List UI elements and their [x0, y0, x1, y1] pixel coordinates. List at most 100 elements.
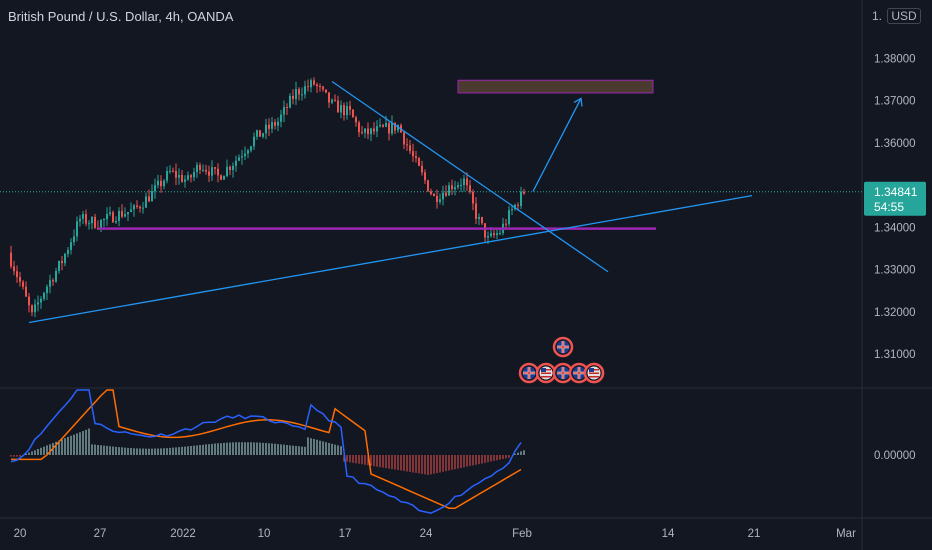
candle-body: [238, 157, 240, 161]
price-tick-label: 1.36000: [874, 138, 916, 150]
price-tick-label: 1.33000: [874, 265, 916, 277]
candle-body: [223, 175, 225, 180]
currency-selector[interactable]: USD: [887, 8, 921, 24]
candle-body: [367, 128, 369, 135]
candle-body: [469, 185, 471, 192]
candle-body: [511, 209, 513, 211]
candle-body: [148, 196, 150, 202]
candle-body: [334, 99, 336, 101]
candle-body: [58, 260, 60, 271]
candle-body: [46, 286, 48, 293]
candle-body: [229, 166, 231, 171]
candle-body: [439, 199, 441, 202]
candle-body: [235, 160, 237, 166]
time-tick-label: Feb: [512, 528, 532, 540]
candle-body: [250, 146, 252, 151]
candle-body: [286, 106, 288, 108]
candle-body: [313, 80, 315, 85]
projection-arrow-head: [573, 97, 583, 107]
flag-stripe: [589, 376, 599, 378]
candle-body: [94, 216, 96, 228]
candle-body: [172, 170, 174, 172]
candle-body: [154, 185, 156, 192]
candle-body: [421, 165, 423, 173]
candle-body: [79, 218, 81, 222]
candle-body: [337, 100, 339, 113]
candle-body: [118, 210, 120, 222]
candle-body: [247, 150, 249, 154]
currency-label[interactable]: 1. USD: [872, 8, 921, 24]
candle-body: [343, 105, 345, 116]
candle-body: [262, 133, 264, 137]
candle-body: [103, 219, 105, 221]
candle-body: [316, 84, 318, 87]
candle-body: [268, 124, 270, 129]
candle-body: [67, 249, 69, 254]
candle-body: [115, 221, 117, 223]
candle-body: [136, 205, 138, 207]
candle-body: [349, 106, 351, 110]
candle-body: [298, 89, 300, 95]
candle-body: [70, 242, 72, 250]
price-tick-label: 1.37000: [874, 96, 916, 108]
candle-body: [433, 193, 435, 196]
candle-body: [244, 153, 246, 157]
candle-body: [409, 145, 411, 152]
current-price-badge: [864, 181, 926, 216]
candle-body: [55, 270, 57, 282]
time-tick-label: 17: [339, 528, 352, 540]
candle-body: [91, 216, 93, 224]
candle-body: [361, 132, 363, 134]
candle-body: [325, 89, 327, 93]
candle-body: [178, 174, 180, 178]
candle-body: [142, 207, 144, 209]
candle-body: [82, 214, 84, 219]
candle-body: [472, 191, 474, 204]
candle-body: [109, 212, 111, 215]
candle-body: [478, 217, 480, 219]
candle-body: [505, 223, 507, 225]
candle-body: [415, 156, 417, 159]
candle-body: [376, 126, 378, 132]
macd-line: [10, 389, 522, 514]
candle-body: [184, 179, 186, 182]
candle-body: [442, 192, 444, 200]
candle-body: [379, 124, 381, 127]
candle-body: [352, 109, 354, 118]
candle-body: [226, 166, 228, 176]
candle-body: [373, 128, 375, 132]
candle-body: [382, 124, 384, 127]
candle-body: [13, 266, 15, 272]
candle-body: [214, 167, 216, 169]
candle-body: [481, 217, 483, 224]
candle-body: [127, 211, 129, 215]
current-price-label: 1.34841: [874, 185, 918, 199]
candle-body: [259, 130, 261, 137]
candle-body: [328, 92, 330, 103]
candle-body: [130, 209, 132, 212]
candle-body: [193, 172, 195, 178]
time-tick-label: 10: [258, 528, 271, 540]
candle-body: [151, 191, 153, 202]
candle-body: [220, 175, 222, 180]
candle-body: [355, 117, 357, 123]
candle-body: [322, 86, 324, 90]
candle-body: [436, 195, 438, 202]
candle-body: [388, 123, 390, 134]
macd-signal-line: [11, 389, 522, 509]
candle-body: [451, 185, 453, 190]
candle-body: [463, 178, 465, 186]
candle-body: [508, 210, 510, 225]
candle-body: [391, 122, 393, 134]
candle-body: [385, 123, 387, 127]
candle-body: [112, 212, 114, 223]
candle-body: [49, 280, 51, 287]
candle-body: [280, 114, 282, 122]
candle-body: [217, 168, 219, 176]
candle-body: [304, 86, 306, 95]
candle-body: [175, 170, 177, 178]
candle-body: [202, 169, 204, 171]
candle-body: [25, 286, 27, 297]
candle-body: [169, 170, 171, 172]
